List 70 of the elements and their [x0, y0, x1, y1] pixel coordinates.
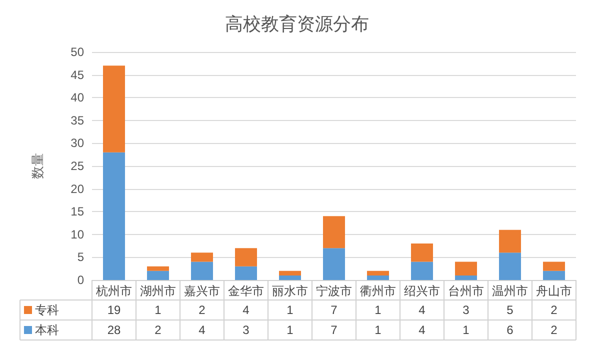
y-tick-label: 40 — [70, 90, 84, 105]
x-tick-label: 衢州市 — [360, 284, 396, 298]
data-label: 28 — [107, 323, 121, 337]
bar — [235, 248, 257, 266]
chart-title: 高校教育资源分布 — [225, 14, 369, 34]
y-tick-label: 30 — [70, 136, 84, 150]
y-tick-label: 5 — [77, 250, 84, 264]
y-tick-label: 10 — [70, 227, 84, 242]
data-label: 6 — [506, 323, 514, 337]
y-tick-label: 35 — [70, 113, 84, 128]
data-label: 1 — [462, 323, 470, 337]
data-label: 1 — [286, 323, 294, 337]
data-label: 3 — [462, 303, 470, 317]
bar — [499, 230, 521, 253]
data-label: 4 — [242, 303, 250, 317]
bar — [411, 262, 433, 280]
bar — [455, 275, 477, 280]
bar — [191, 252, 213, 262]
data-label: 1 — [154, 303, 162, 317]
bar — [367, 275, 389, 280]
bar — [323, 216, 345, 248]
x-tick-label: 舟山市 — [536, 284, 572, 298]
y-tick-label: 25 — [70, 159, 84, 173]
data-label: 2 — [550, 303, 558, 317]
y-axis-title: 数量 — [30, 153, 45, 179]
bar — [147, 270, 169, 280]
bar — [103, 152, 125, 280]
legend-label: 本科 — [35, 323, 59, 337]
legend-label: 专科 — [35, 303, 59, 317]
data-label: 7 — [330, 303, 338, 317]
data-label: 5 — [506, 303, 514, 317]
x-tick-label: 温州市 — [492, 284, 528, 298]
data-label: 19 — [107, 303, 121, 317]
bar — [367, 270, 389, 276]
x-tick-label: 绍兴市 — [404, 284, 440, 298]
bar — [543, 270, 565, 280]
data-label: 1 — [374, 323, 382, 337]
x-tick-label: 湖州市 — [140, 284, 176, 298]
x-tick-label: 宁波市 — [316, 284, 352, 298]
bar — [279, 275, 301, 280]
y-tick-label: 0 — [77, 273, 84, 287]
y-tick-label: 45 — [70, 68, 84, 82]
bar — [191, 262, 213, 280]
y-tick-label: 15 — [70, 204, 84, 219]
bar — [147, 266, 169, 271]
data-label: 2 — [550, 323, 558, 337]
data-label: 1 — [374, 303, 382, 317]
bar — [235, 266, 257, 280]
bar — [543, 262, 565, 271]
data-label: 4 — [198, 323, 206, 337]
y-tick-label: 20 — [70, 182, 84, 196]
x-tick-label: 嘉兴市 — [184, 284, 220, 298]
x-tick-label: 丽水市 — [272, 284, 308, 298]
x-tick-label: 杭州市 — [95, 284, 132, 298]
bar — [103, 66, 125, 152]
y-tick-label: 50 — [70, 45, 84, 59]
bar — [499, 252, 521, 280]
data-label: 4 — [418, 323, 426, 337]
data-label: 4 — [418, 303, 426, 317]
bar — [323, 248, 345, 280]
bar — [411, 244, 433, 262]
data-label: 3 — [242, 323, 250, 337]
data-label: 2 — [198, 303, 206, 317]
data-label: 1 — [286, 303, 294, 317]
x-tick-label: 金华市 — [228, 284, 264, 298]
bar — [455, 262, 477, 276]
bar — [279, 270, 301, 276]
data-label: 2 — [154, 323, 162, 337]
data-label: 7 — [330, 323, 338, 337]
x-tick-label: 台州市 — [448, 284, 484, 298]
